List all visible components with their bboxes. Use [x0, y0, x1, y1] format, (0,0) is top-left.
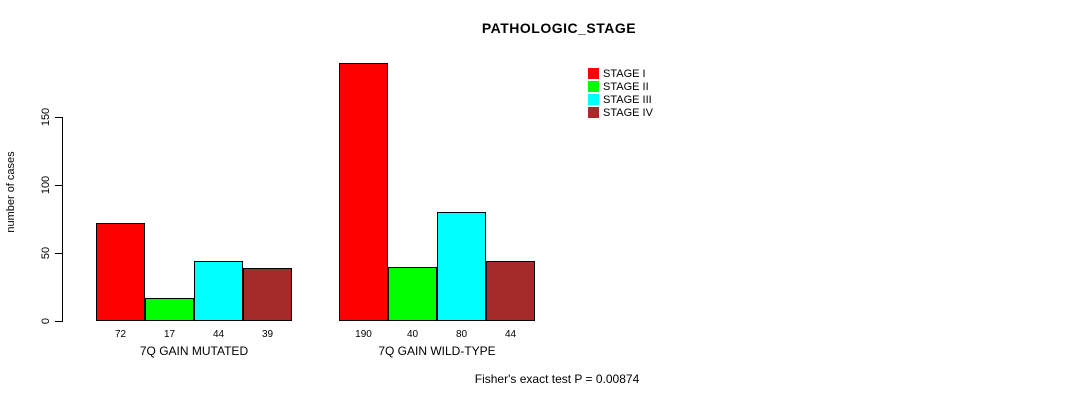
- legend-label: STAGE III: [603, 93, 652, 106]
- bar-value-label: 44: [504, 329, 517, 340]
- bar-stage-ii: [388, 267, 437, 321]
- legend: STAGE I STAGE II STAGE III STAGE IV: [588, 67, 653, 119]
- y-tick: [55, 321, 62, 322]
- legend-label: STAGE II: [603, 80, 649, 93]
- bar-stage-i: [339, 63, 388, 321]
- y-tick-label: 100: [40, 175, 52, 195]
- legend-label: STAGE I: [603, 67, 646, 80]
- y-tick: [55, 117, 62, 118]
- legend-item: STAGE IV: [588, 106, 653, 119]
- fisher-test-annotation: Fisher's exact test P = 0.00874: [474, 372, 640, 386]
- y-tick-label: 150: [40, 107, 52, 127]
- bar-value-label: 80: [455, 329, 468, 340]
- legend-swatch: [588, 94, 599, 105]
- legend-swatch: [588, 81, 599, 92]
- bar-value-label: 190: [355, 329, 372, 340]
- y-tick: [55, 185, 62, 186]
- y-tick-label: 50: [40, 246, 52, 260]
- bar-stage-ii: [145, 298, 194, 321]
- legend-item: STAGE I: [588, 67, 653, 80]
- bar-value-label: 40: [406, 329, 419, 340]
- bar-stage-iii: [194, 261, 243, 321]
- chart-title: PATHOLOGIC_STAGE: [481, 20, 637, 36]
- bar-value-label: 72: [114, 329, 127, 340]
- bar-stage-i: [96, 223, 145, 321]
- y-tick: [55, 253, 62, 254]
- legend-label: STAGE IV: [603, 106, 653, 119]
- bar-value-label: 44: [212, 329, 225, 340]
- legend-item: STAGE III: [588, 93, 653, 106]
- bar-stage-iv: [243, 268, 292, 321]
- y-tick-label: 0: [40, 317, 52, 325]
- bar-value-label: 39: [261, 329, 274, 340]
- bar-stage-iii: [437, 212, 486, 321]
- x-group-label: 7Q GAIN MUTATED: [139, 344, 249, 358]
- legend-item: STAGE II: [588, 80, 653, 93]
- legend-swatch: [588, 107, 599, 118]
- y-axis-line: [62, 117, 63, 322]
- bar-stage-iv: [486, 261, 535, 321]
- y-axis-label: number of cases: [5, 151, 17, 233]
- bar-value-label: 17: [163, 329, 176, 340]
- legend-swatch: [588, 68, 599, 79]
- x-group-label: 7Q GAIN WILD-TYPE: [378, 344, 496, 358]
